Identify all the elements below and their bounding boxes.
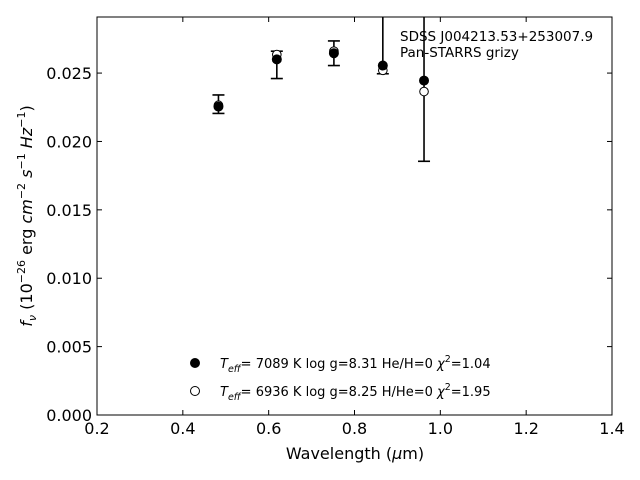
x-tick-label: 1.0 [428, 419, 453, 438]
x-axis-label: Wavelength (μm) [286, 444, 424, 463]
legend-marker-open [190, 386, 200, 396]
observed-point [328, 48, 339, 59]
model-point [419, 86, 429, 97]
legend-chi2-2: =1.95 [451, 385, 491, 400]
x-tick-label: 0.6 [256, 419, 281, 438]
annotation-object-name: SDSS J004213.53+253007.9 [400, 29, 593, 45]
x-tick-label: 0.2 [84, 419, 109, 438]
y-tick-label: 0.000 [46, 406, 92, 425]
observed-point [419, 75, 430, 86]
x-tick-label: 1.2 [513, 419, 538, 438]
legend-entry-2: Teff= 6936 K log g=8.25 H/He=0 χ2=1.95 [220, 382, 491, 403]
y-axis-label: fν (10−26 erg cm−2 s−1 Hz−1) [15, 105, 39, 326]
legend-entry-1: Teff= 7089 K log g=8.31 He/H=0 χ2=1.04 [220, 354, 491, 375]
legend-comp-2: H/He=0 [382, 385, 433, 400]
legend: Teff= 7089 K log g=8.31 He/H=0 χ2=1.04 T… [190, 354, 491, 403]
x-tick-label: 0.8 [342, 419, 367, 438]
legend-teff-2: 6936 K [256, 385, 302, 400]
observed-point [377, 60, 388, 71]
legend-logg-2: log g=8.25 [306, 385, 378, 400]
y-tick-label: 0.010 [46, 269, 92, 288]
y-tick-label: 0.005 [46, 338, 92, 357]
legend-teff-1: 7089 K [256, 357, 302, 372]
y-tick-label: 0.020 [46, 132, 92, 151]
legend-logg-1: log g=8.31 [306, 357, 378, 372]
legend-marker-filled [190, 358, 200, 368]
annotation-survey: Pan-STARRS grizy [400, 45, 519, 61]
x-tick-label: 1.4 [599, 419, 624, 438]
legend-comp-1: He/H=0 [382, 357, 433, 372]
observed-point [213, 101, 224, 112]
x-tick-label: 0.4 [170, 419, 195, 438]
plot-area [97, 17, 612, 415]
observed-point [271, 54, 282, 65]
legend-chi2-1: =1.04 [451, 357, 491, 372]
y-tick-label: 0.025 [46, 64, 92, 83]
y-tick-label: 0.015 [46, 201, 92, 220]
plot-frame [96, 16, 613, 416]
